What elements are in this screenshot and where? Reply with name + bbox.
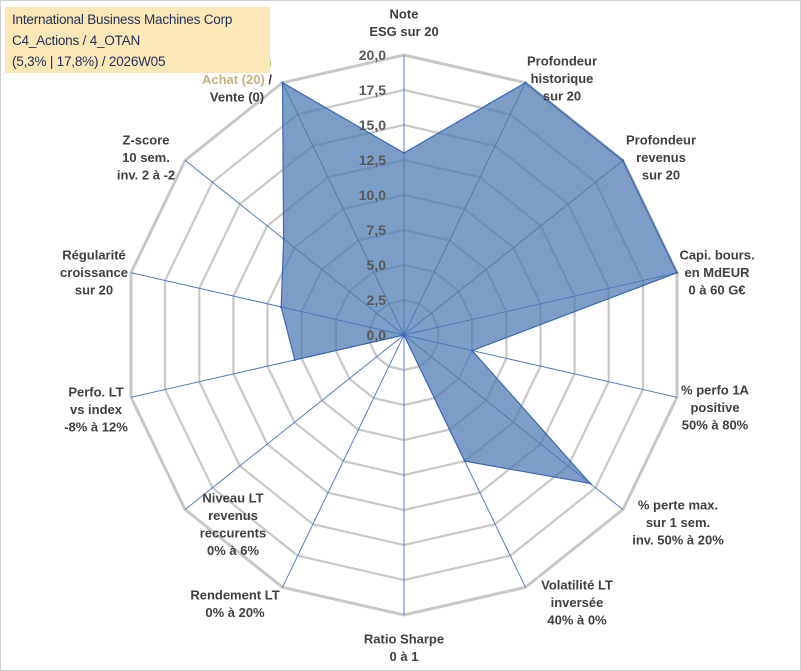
tick-label-2: 5,0 bbox=[367, 257, 387, 273]
axis-label-line: 0 à 1 bbox=[390, 649, 419, 664]
axis-label-11: Régularité croissance sur 20 bbox=[60, 248, 128, 298]
series-area bbox=[280, 81, 678, 485]
axis-label-4: % perfo 1A positive 50% à 80% bbox=[681, 383, 750, 433]
axis-label-line: revenus bbox=[208, 508, 258, 523]
axis-label-line: 50% à 80% bbox=[682, 418, 749, 433]
axis-label-8: Rendement LT 0% à 20% bbox=[190, 588, 279, 621]
data-point-5 bbox=[588, 482, 592, 485]
spoke-9 bbox=[184, 334, 405, 510]
axis-label-line: Régularité bbox=[62, 248, 126, 263]
axis-label-3: Capi. bours. en MdEUR 0 à 60 G€ bbox=[679, 248, 754, 298]
axis-label-line: sur 20 bbox=[543, 89, 581, 104]
axis-label-line: inversée bbox=[551, 595, 604, 610]
axis-label-2: Profondeur revenus sur 20 bbox=[626, 133, 696, 183]
axis-label-line: Ratio Sharpe bbox=[364, 632, 444, 647]
axis-label-line: Rendement LT bbox=[190, 588, 279, 603]
axis-label-line: -8% à 12% bbox=[64, 420, 128, 435]
tick-label-1: 2,5 bbox=[367, 292, 387, 308]
data-point-10 bbox=[293, 358, 296, 362]
momentum-buy-text: Achat (20) bbox=[202, 72, 265, 87]
axis-label-line: Perfo. LT bbox=[68, 385, 123, 400]
axis-label-line: Volatilité LT bbox=[541, 578, 613, 593]
data-point-4 bbox=[471, 349, 474, 352]
spoke-8 bbox=[282, 334, 405, 588]
data-point-6 bbox=[463, 459, 466, 463]
axis-label-line: sur 1 sem. bbox=[646, 515, 710, 530]
tick-label-5: 12,5 bbox=[359, 152, 386, 168]
axis-label-1: Profondeur historique sur 20 bbox=[527, 54, 597, 104]
tick-label-6: 15,0 bbox=[359, 117, 386, 133]
axis-label-line: Note bbox=[390, 7, 419, 22]
axis-label-5: % perte max. sur 1 sem. inv. 50% à 20% bbox=[632, 498, 724, 548]
tick-label-8: 20,0 bbox=[359, 47, 386, 63]
axis-label-line: Capi. bours. bbox=[679, 248, 754, 263]
axis-label-line: Achat (20) / bbox=[202, 72, 272, 87]
axis-label-line: revenus bbox=[636, 150, 686, 165]
axis-label-line: Niveau LT bbox=[202, 491, 263, 506]
axis-label-line: 40% à 0% bbox=[547, 613, 607, 628]
axis-label-line: 0% à 6% bbox=[207, 543, 259, 558]
title-company: International Business Machines Corp bbox=[12, 12, 233, 27]
axis-label-9: Niveau LT revenus reccurents 0% à 6% bbox=[200, 491, 266, 559]
data-point-12 bbox=[282, 237, 285, 241]
axis-label-line: croissance bbox=[60, 265, 128, 280]
data-point-13 bbox=[281, 81, 284, 84]
axis-label-line: sur 20 bbox=[642, 168, 680, 183]
title-box: International Business Machines Corp C4_… bbox=[5, 7, 270, 73]
radial-tick-labels: 0,0 2,5 5,0 7,5 10,0 12,5 15,0 17,5 20,0 bbox=[359, 47, 386, 343]
axis-label-line: 10 sem. bbox=[122, 150, 170, 165]
axis-label-line: reccurents bbox=[200, 526, 266, 541]
data-point-3 bbox=[675, 271, 679, 274]
data-point-1 bbox=[524, 81, 527, 84]
axis-label-line: inv. 50% à 20% bbox=[632, 533, 724, 548]
axis-label-line: 0% à 20% bbox=[205, 605, 265, 620]
axis-label-6: Volatilité LT inversée 40% à 0% bbox=[541, 578, 613, 628]
tick-label-4: 10,0 bbox=[359, 187, 386, 203]
axis-label-10: Perfo. LT vs index -8% à 12% bbox=[64, 385, 128, 435]
data-point-9 bbox=[402, 333, 406, 337]
axis-label-line: Vente (0) bbox=[210, 90, 264, 105]
axis-label-line: sur 20 bbox=[75, 283, 113, 298]
axis-label-line: ESG sur 20 bbox=[369, 24, 438, 39]
title-stats: (5,3% | 17,8%) / 2026W05 bbox=[12, 54, 166, 69]
axis-label-line: 0 à 60 G€ bbox=[688, 283, 745, 298]
axis-label-line: Profondeur bbox=[527, 54, 597, 69]
axis-label-line: inv. 2 à -2 bbox=[117, 168, 175, 183]
data-point-11 bbox=[280, 305, 283, 309]
momentum-slash-text: / bbox=[265, 72, 273, 87]
axis-label-7: Ratio Sharpe 0 à 1 bbox=[364, 632, 444, 665]
data-point-0 bbox=[402, 151, 406, 155]
axis-label-line: historique bbox=[531, 71, 594, 86]
axis-label-line: en MdEUR bbox=[685, 265, 751, 280]
tick-label-7: 17,5 bbox=[359, 82, 386, 98]
axis-label-0: Note ESG sur 20 bbox=[369, 7, 438, 40]
axis-label-line: % perte max. bbox=[638, 498, 718, 513]
radar-series bbox=[280, 81, 679, 485]
axis-label-line: Profondeur bbox=[626, 133, 696, 148]
title-category: C4_Actions / 4_OTAN bbox=[12, 33, 141, 48]
axis-label-line: vs index bbox=[70, 402, 123, 417]
axis-label-line: positive bbox=[690, 400, 739, 415]
data-point-2 bbox=[621, 159, 625, 162]
tick-label-3: 7,5 bbox=[367, 222, 387, 238]
tick-label-0: 0,0 bbox=[367, 327, 387, 343]
axis-label-line: Z-score bbox=[123, 133, 170, 148]
axis-label-line: % perfo 1A bbox=[681, 383, 750, 398]
axis-label-12: Z-score 10 sem. inv. 2 à -2 bbox=[117, 133, 175, 183]
